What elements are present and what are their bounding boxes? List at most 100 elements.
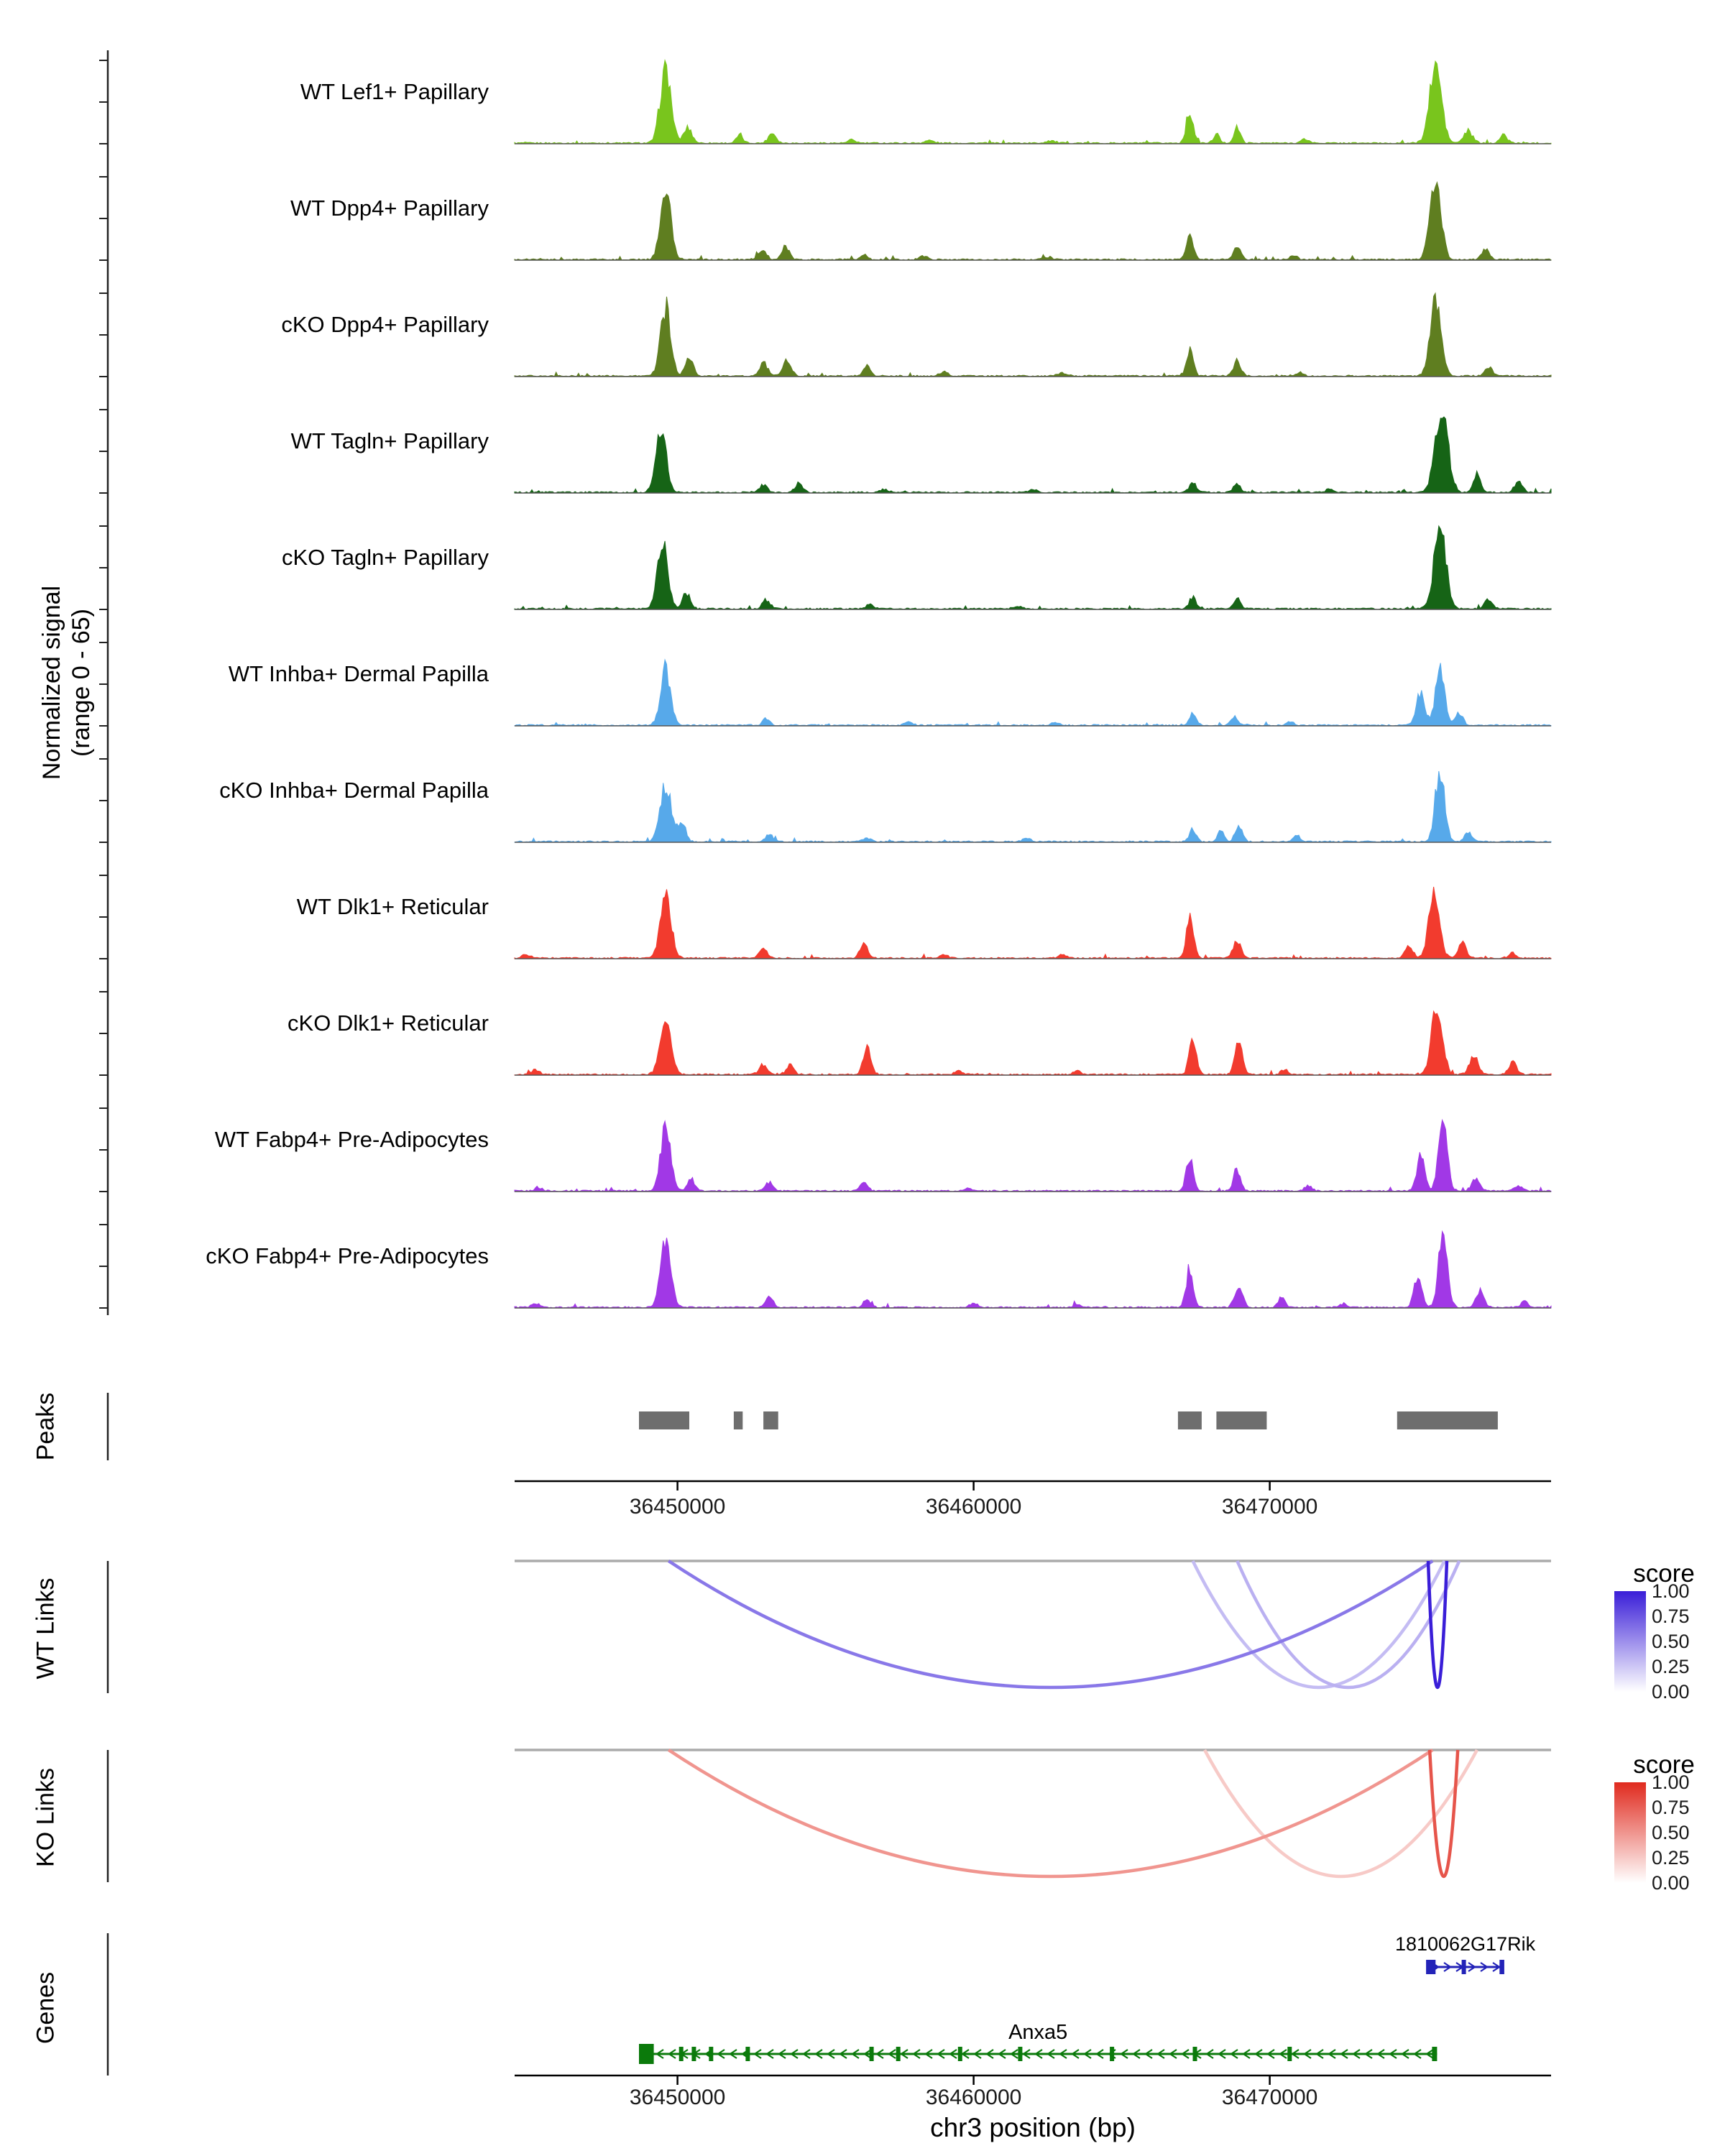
strand-arrow-icon [1254,2049,1263,2059]
signal-track-area [514,658,1552,727]
x-axis-tick-label: 36470000 [1221,1495,1318,1519]
strand-arrow-icon [1218,2049,1226,2059]
strand-arrow-icon [1095,2049,1104,2059]
peak-interval [763,1411,778,1429]
gene-exon [896,2047,901,2061]
strand-arrow-icon [937,2049,945,2059]
wt-score-legend-title: score [1633,1560,1695,1588]
ko-score-legend-title: score [1633,1751,1695,1779]
strand-arrow-icon [1144,2049,1153,2059]
strand-arrow-icon [1480,1962,1489,1972]
peak-interval [1397,1411,1498,1429]
link-arc [1426,1560,1449,1690]
strand-arrow-icon [1083,2049,1092,2059]
gene-exon [1018,2047,1023,2061]
peak-interval [733,1411,743,1429]
signal-track-area [514,525,1552,610]
strand-arrow-icon [863,2049,872,2059]
score-legend-tick-label: 1.00 [1652,1772,1690,1793]
track-label: cKO Dlk1+ Reticular [288,1010,489,1036]
score-gradient-bar [1614,1591,1646,1692]
strand-arrow-icon [961,2049,970,2059]
strand-arrow-icon [1071,2049,1080,2059]
score-legend-tick-label: 0.00 [1652,1681,1690,1703]
link-arc [667,1560,1434,1690]
track-label: WT Lef1+ Papillary [300,79,489,104]
score-legend-tick-label: 0.25 [1652,1656,1690,1677]
gene-exon [1110,2047,1115,2061]
strand-arrow-icon [814,2049,823,2059]
strand-arrow-icon [1376,2049,1385,2059]
gene-exon [957,2047,962,2061]
ko-links-panel-label: KO Links [32,1768,60,1867]
strand-arrow-icon [985,2049,994,2059]
strand-arrow-icon [717,2049,725,2059]
x-axis-tick-label-bottom: 36460000 [925,2086,1022,2109]
x-axis-tick-label-bottom: 36450000 [629,2086,726,2109]
strand-arrow-icon [924,2049,933,2059]
gene-exon [1461,1960,1466,1974]
signal-track-area [514,1230,1552,1309]
strand-arrow-icon [839,2049,847,2059]
strand-arrow-icon [1352,2049,1361,2059]
gene-exon [709,2047,714,2061]
strand-arrow-icon [1443,1962,1452,1972]
strand-arrow-icon [778,2049,786,2059]
track-label: cKO Dpp4+ Papillary [281,312,489,337]
gene-exon [869,2047,874,2061]
gene-exon [1432,2047,1438,2061]
signal-track-area [514,292,1552,377]
strand-arrow-icon [973,2049,982,2059]
gene-exon [691,2047,696,2061]
gene-name-label: Anxa5 [1008,2021,1068,2044]
signal-track-area [514,1118,1552,1192]
track-label: WT Tagln+ Papillary [290,428,489,453]
track-label: WT Dpp4+ Papillary [290,195,489,221]
peak-interval [1177,1411,1202,1429]
strand-arrow-icon [1303,2049,1312,2059]
strand-arrow-icon [1266,2049,1275,2059]
x-axis-title: chr3 position (bp) [930,2113,1136,2142]
strand-arrow-icon [1059,2049,1067,2059]
strand-arrow-icon [1205,2049,1214,2059]
strand-arrow-icon [1364,2049,1373,2059]
strand-arrow-icon [1413,2049,1422,2059]
gene-exon [1499,1960,1504,1974]
genes-panel-label: Genes [32,1971,60,2045]
peak-interval [639,1411,689,1429]
strand-arrow-icon [1034,2049,1043,2059]
link-arc [1427,1749,1460,1879]
track-label: WT Inhba+ Dermal Papilla [228,661,489,686]
strand-arrow-icon [1022,2049,1031,2059]
strand-arrow-icon [1169,2049,1177,2059]
strand-arrow-icon [656,2049,664,2059]
strand-arrow-icon [1156,2049,1165,2059]
link-arc [1191,1560,1446,1690]
score-legend-tick-label: 1.00 [1652,1580,1690,1602]
score-gradient-bar [1614,1782,1646,1883]
score-legend-tick-label: 0.00 [1652,1872,1690,1894]
strand-arrow-icon [900,2049,908,2059]
gene-exon [1287,2047,1292,2061]
strand-arrow-icon [668,2049,676,2059]
gene-exon [1426,1960,1436,1974]
signal-track-area [514,886,1552,959]
signal-track-area [514,770,1552,843]
x-axis-tick-label: 36460000 [925,1495,1022,1519]
strand-arrow-icon [827,2049,835,2059]
signal-track-area [514,416,1552,494]
track-label: WT Fabp4+ Pre-Adipocytes [214,1127,489,1152]
peaks-panel-label: Peaks [32,1392,60,1461]
strand-arrow-icon [875,2049,884,2059]
strand-arrow-icon [1492,1962,1501,1972]
gene-exon [678,2047,684,2061]
gene-exon [639,2044,654,2064]
link-arc [1236,1560,1461,1689]
gene-name-label: 1810062G17Rik [1394,1933,1536,1955]
strand-arrow-icon [949,2049,957,2059]
gene-exon [745,2047,750,2061]
strand-arrow-icon [888,2049,896,2059]
strand-arrow-icon [1132,2049,1141,2059]
strand-arrow-icon [1010,2049,1018,2059]
x-axis-tick-label-bottom: 36470000 [1221,2086,1318,2109]
